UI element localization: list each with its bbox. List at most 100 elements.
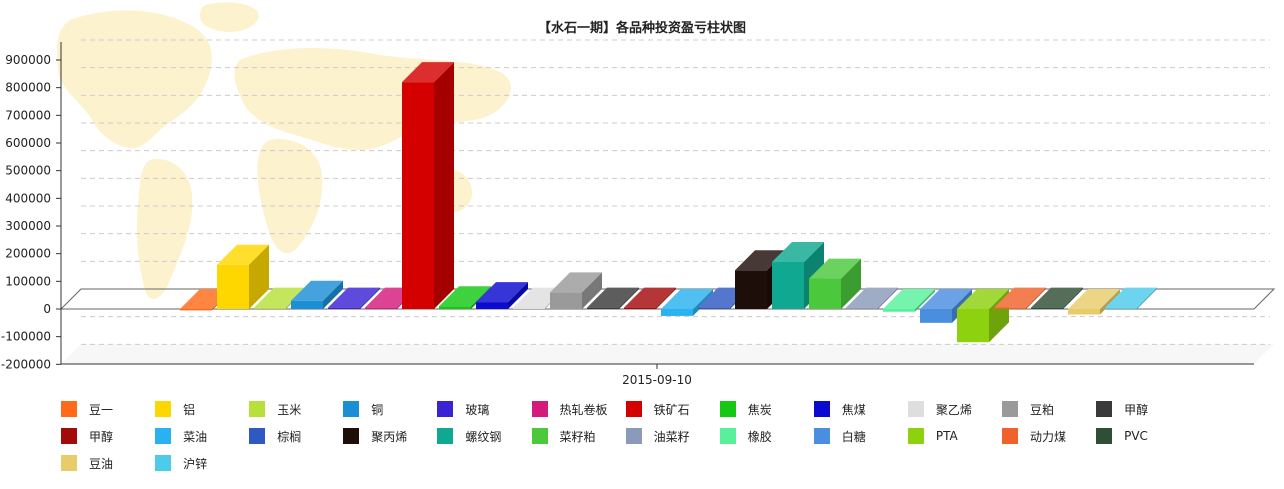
- bar: [217, 244, 269, 309]
- bar-side: [508, 282, 528, 309]
- legend-item[interactable]: 棕榈: [249, 428, 301, 444]
- bar-top: [735, 250, 787, 271]
- bar: [328, 287, 380, 309]
- bar-side: [619, 287, 639, 309]
- bar-front: [217, 264, 249, 309]
- legend-swatch: [1096, 401, 1113, 417]
- legend-item[interactable]: 焦煤: [813, 401, 866, 417]
- bar-front: [180, 309, 212, 311]
- legend-item[interactable]: 菜籽粕: [531, 428, 596, 444]
- bar-top: [402, 62, 454, 83]
- bar-top: [661, 289, 713, 309]
- legend-label: 聚乙烯: [935, 402, 972, 417]
- y-tick-label: 600000: [5, 136, 51, 150]
- legend-item[interactable]: 螺纹钢: [437, 428, 501, 444]
- bar-top: [920, 289, 972, 309]
- bar: [846, 287, 898, 309]
- bar-top: [217, 244, 269, 265]
- legend-item[interactable]: 铝: [155, 401, 195, 417]
- bar-side: [1063, 287, 1083, 309]
- legend-label: 铁矿石: [653, 402, 690, 417]
- legend-item[interactable]: 油菜籽: [625, 428, 690, 444]
- legend-label: 豆油: [89, 456, 114, 471]
- bar-top: [624, 287, 676, 308]
- bar-side: [1026, 287, 1046, 309]
- bar-front: [624, 307, 656, 309]
- bar-front: [661, 309, 693, 316]
- bar-front: [254, 307, 286, 309]
- bar-front: [883, 309, 915, 312]
- bar: [883, 289, 935, 312]
- legend-swatch: [61, 401, 77, 417]
- legend-swatch: [719, 401, 736, 417]
- legend-item[interactable]: 玻璃: [437, 401, 489, 417]
- legend-item[interactable]: 聚乙烯: [907, 401, 972, 417]
- legend-item[interactable]: 焦炭: [719, 401, 772, 417]
- legend-item[interactable]: 菜油: [155, 428, 207, 444]
- bar-side: [693, 289, 713, 316]
- y-tick-label: 900000: [5, 53, 51, 67]
- y-tick-label: 300000: [5, 219, 51, 233]
- bar-front: [365, 307, 397, 309]
- legend-item[interactable]: 甲醇: [1096, 401, 1148, 417]
- bar-front: [291, 300, 323, 309]
- bar-side: [323, 280, 343, 309]
- legend-item[interactable]: PTA: [907, 428, 958, 444]
- legend-swatch: [813, 401, 830, 417]
- legend-swatch: [343, 428, 360, 444]
- legend-item[interactable]: 橡胶: [719, 428, 772, 444]
- legend-label: 油菜籽: [653, 429, 690, 444]
- legend-item[interactable]: 热轧卷板: [531, 401, 608, 417]
- bar-front: [550, 292, 582, 309]
- grid-lines: [81, 39, 1270, 345]
- legend-item[interactable]: 豆油: [61, 455, 113, 471]
- y-tick-label: 500000: [5, 164, 51, 178]
- chart-title: 【水石一期】各品种投资盈亏柱状图: [537, 21, 746, 36]
- legend-item[interactable]: 动力煤: [1002, 428, 1066, 444]
- bar: [587, 287, 639, 309]
- legend-item[interactable]: 玉米: [249, 401, 301, 417]
- bar: [1105, 287, 1157, 309]
- bar-front: [846, 307, 878, 309]
- legend-label: 焦炭: [747, 402, 772, 417]
- bar-top: [291, 280, 343, 301]
- bar-top: [439, 286, 491, 307]
- legend-swatch: [1096, 428, 1113, 444]
- legend-item[interactable]: 铁矿石: [625, 401, 690, 417]
- bar-side: [360, 287, 380, 309]
- legend-label: 菜油: [183, 429, 208, 444]
- bar-top: [476, 282, 528, 303]
- legend-label: 棕榈: [277, 429, 302, 444]
- legend-label: 玉米: [277, 402, 302, 417]
- legend-swatch: [1002, 428, 1018, 444]
- legend-item[interactable]: 沪锌: [155, 455, 207, 471]
- bar: [1031, 287, 1083, 309]
- legend-item[interactable]: PVC: [1096, 428, 1148, 444]
- bar-front: [772, 261, 804, 309]
- bar-side: [434, 62, 454, 310]
- legend-item[interactable]: 豆粕: [1002, 401, 1054, 417]
- bar-top: [772, 241, 824, 262]
- legend-item[interactable]: 白糖: [813, 428, 866, 444]
- legend-item[interactable]: 铜: [343, 401, 383, 417]
- y-tick-label: 800000: [5, 81, 51, 95]
- legend-label: 聚丙烯: [371, 429, 408, 444]
- legend-swatch: [437, 401, 454, 417]
- floor-plane: [61, 344, 1274, 364]
- legend-swatch: [907, 428, 924, 444]
- legend-item[interactable]: 豆一: [61, 401, 113, 417]
- bar-top: [883, 289, 935, 309]
- legend-item[interactable]: 甲醇: [61, 428, 113, 444]
- legend-swatch: [719, 428, 736, 444]
- bar: [550, 272, 602, 309]
- legend-label: 甲醇: [1124, 402, 1149, 417]
- legend-swatch: [625, 428, 642, 444]
- bar-side: [878, 287, 898, 309]
- bar-top: [957, 289, 1009, 309]
- bar-front: [735, 270, 767, 309]
- legend-swatch: [343, 401, 360, 417]
- bar-front: [1031, 307, 1063, 309]
- legend-swatch: [155, 401, 172, 417]
- legend-item[interactable]: 聚丙烯: [343, 428, 407, 444]
- bar-top: [328, 287, 380, 308]
